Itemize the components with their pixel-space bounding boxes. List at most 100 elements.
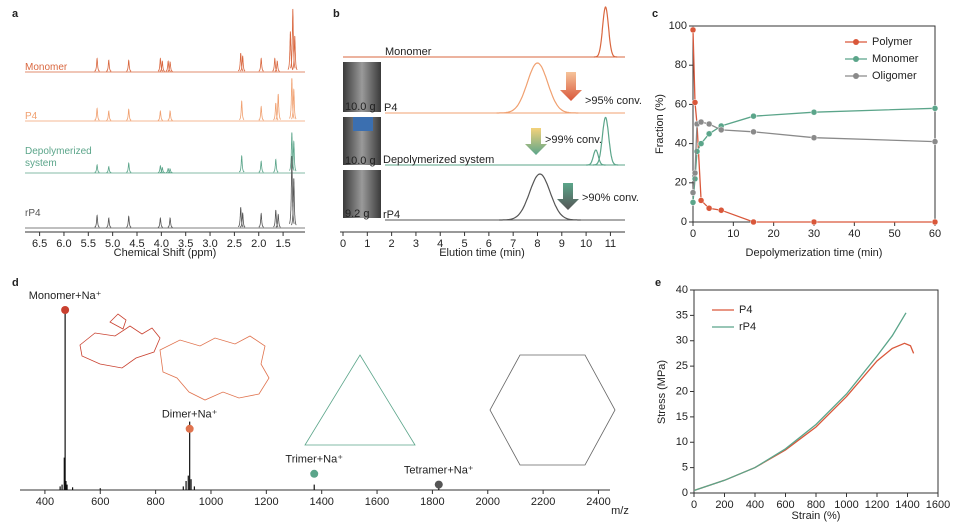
x-tick-label: 1200: [865, 499, 889, 511]
peak: [287, 31, 294, 70]
point: [697, 118, 705, 126]
peak: [275, 93, 281, 120]
point: [691, 99, 699, 106]
point: [931, 218, 939, 226]
x-tick-label: 200: [715, 499, 733, 511]
x-tick-label: 800: [146, 496, 164, 508]
y-tick-label: 0: [681, 216, 687, 228]
x-tick-label: 600: [91, 496, 109, 508]
point: [689, 189, 697, 196]
peak: [167, 217, 173, 228]
peak: [240, 55, 246, 72]
x-tick-label: 4.5: [129, 238, 144, 250]
point: [931, 105, 939, 112]
peak: [94, 107, 100, 121]
peak: [586, 149, 606, 166]
peak: [273, 158, 279, 173]
y-tick-label: 40: [676, 284, 688, 296]
peak: [167, 167, 173, 174]
x-tick-label: 1200: [254, 496, 278, 508]
x-tick-label: 2.5: [227, 238, 242, 250]
series-label: Depolymerized system: [25, 146, 92, 169]
y-tick-label: 100: [669, 20, 687, 32]
peak-marker: [61, 306, 70, 314]
peak: [94, 57, 100, 72]
x-tick-label: 20: [768, 228, 780, 240]
peak: [258, 160, 264, 173]
point: [717, 126, 725, 134]
point: [697, 197, 705, 204]
point: [693, 148, 701, 155]
x-tick-label: 1600: [926, 499, 950, 511]
y-tick-label: 20: [675, 177, 687, 189]
peak: [289, 78, 295, 119]
x-tick-label: 6.0: [56, 238, 71, 250]
peak-marker: [185, 424, 194, 433]
structures: [79, 313, 616, 466]
legend-marker: [853, 39, 859, 45]
peak: [167, 61, 173, 72]
photo-label: 10.0 g: [345, 155, 376, 167]
y-axis-label: Stress (MPa): [656, 360, 668, 424]
legend-label: P4: [739, 304, 752, 316]
point: [810, 218, 818, 226]
peak-marker: [434, 480, 443, 489]
point: [705, 120, 713, 128]
y-tick-label: 5: [682, 462, 688, 474]
x-tick-label: 2: [389, 238, 395, 250]
x-tick-label: 6: [486, 238, 492, 250]
peak: [291, 178, 297, 226]
legend-label: Monomer: [872, 53, 919, 65]
peak: [126, 162, 132, 173]
panel-label: d: [12, 277, 19, 289]
x-tick-label: 3: [413, 238, 419, 250]
x-tick-label: 7: [510, 238, 516, 250]
arrow: [557, 183, 579, 210]
peak: [258, 57, 264, 72]
series-label: P4: [25, 111, 38, 122]
point: [689, 199, 697, 206]
x-tick-label: 1800: [420, 496, 444, 508]
annotation: >95% conv.: [585, 95, 642, 107]
photo-label: 10.0 g: [345, 101, 376, 113]
x-tick-label: 3.5: [178, 238, 193, 250]
x-tick-label: 4.0: [154, 238, 169, 250]
y-axis-label: Fraction (%): [654, 94, 666, 154]
x-tick-label: 8: [534, 238, 540, 250]
arrow: [560, 72, 582, 101]
peak: [165, 168, 171, 174]
peak: [273, 102, 279, 121]
peak: [289, 155, 295, 224]
y-tick-label: 35: [676, 309, 688, 321]
peak: [94, 214, 100, 228]
peak: [157, 164, 163, 173]
peak: [157, 217, 163, 228]
glove: [353, 117, 373, 131]
point: [810, 134, 818, 141]
x-tick-label: 400: [36, 496, 54, 508]
photo: [343, 170, 381, 218]
peak: [157, 110, 163, 121]
x-axis-label: Strain (%): [792, 510, 841, 522]
x-tick-label: 2.0: [251, 238, 266, 250]
x-axis-label: m/z: [611, 505, 629, 517]
x-tick-label: 1000: [199, 496, 223, 508]
peak: [496, 62, 579, 114]
peak: [126, 108, 132, 121]
annotation: Dimer+Na⁺: [162, 409, 218, 421]
x-tick-label: 10: [580, 238, 592, 250]
peak: [239, 100, 245, 121]
y-tick-label: 30: [676, 335, 688, 347]
series-line: [693, 342, 915, 492]
x-tick-label: 2400: [586, 496, 610, 508]
x-tick-label: 1: [364, 238, 370, 250]
panel-label: a: [12, 8, 19, 20]
y-tick-label: 10: [676, 436, 688, 448]
peak: [94, 163, 100, 173]
x-tick-label: 50: [889, 228, 901, 240]
peak: [238, 52, 244, 72]
x-tick-label: 0: [340, 238, 346, 250]
peak: [258, 105, 264, 121]
annotation: >99% conv.: [545, 134, 602, 146]
